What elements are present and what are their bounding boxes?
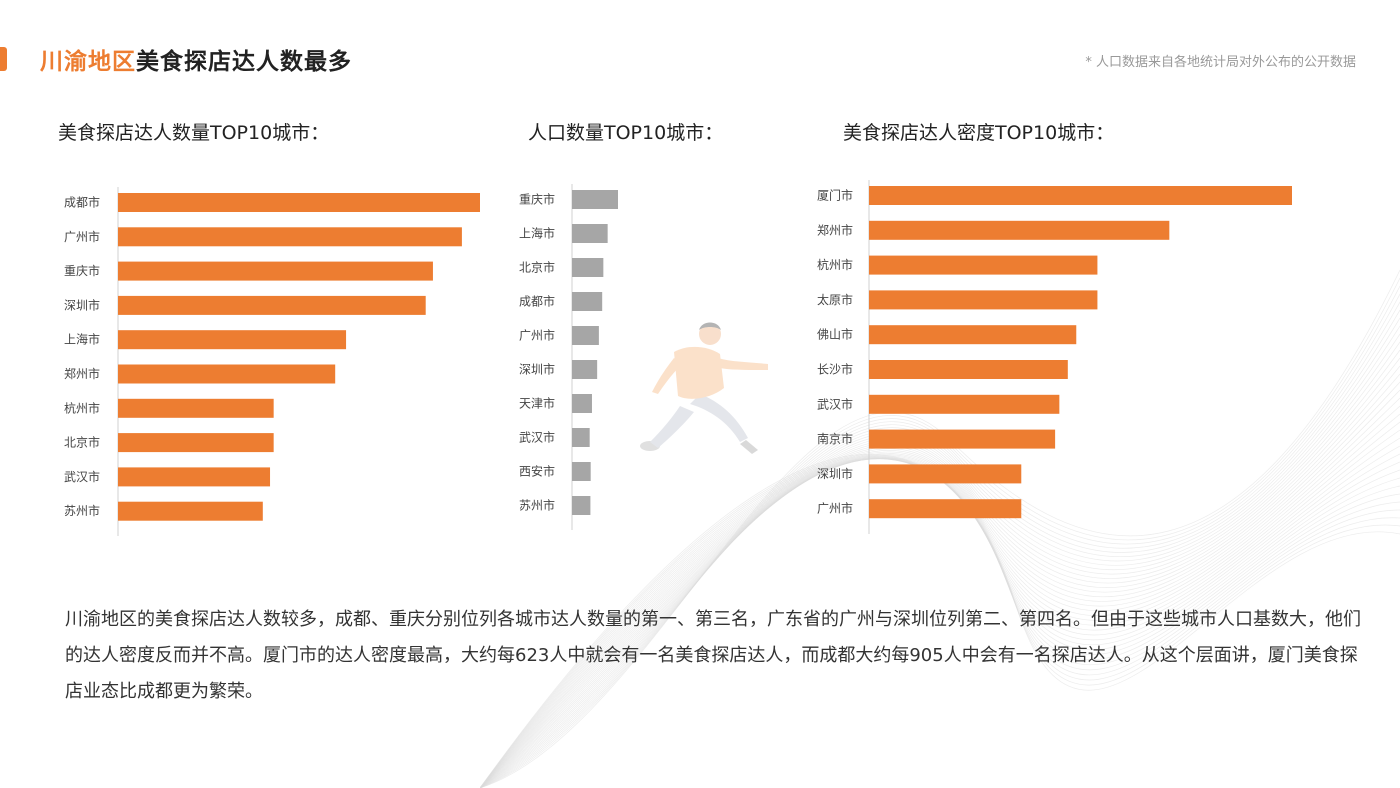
wave-line: [480, 365, 1400, 788]
wave-line: [480, 453, 1400, 788]
category-label-7: 武汉市: [817, 396, 853, 411]
bar-10: [869, 499, 1022, 519]
wave-line: [480, 455, 1400, 788]
category-label-2: 广州市: [64, 229, 100, 244]
category-label-8: 南京市: [817, 431, 853, 446]
wave-line: [480, 373, 1400, 788]
wave-line: [480, 317, 1400, 788]
bar-9: [118, 467, 271, 487]
wave-line: [480, 285, 1400, 788]
bar-7: [572, 394, 592, 413]
category-label-6: 郑州市: [64, 366, 100, 381]
bar-4: [572, 292, 603, 311]
category-label-2: 上海市: [519, 226, 555, 241]
category-label-9: 深圳市: [817, 466, 853, 481]
bar-3: [869, 255, 1098, 275]
chart-title-count: 美食探店达人数量TOP10城市：: [58, 122, 330, 144]
bar-3: [572, 258, 604, 277]
bar-8: [869, 429, 1056, 449]
category-label-5: 上海市: [64, 332, 100, 347]
category-label-1: 重庆市: [519, 192, 555, 207]
bar-7: [869, 394, 1060, 414]
bar-2: [572, 224, 608, 243]
bar-3: [118, 261, 433, 281]
category-label-10: 广州市: [817, 501, 853, 516]
category-label-4: 深圳市: [64, 297, 100, 312]
page-title-rest: 美食探店达人数最多: [136, 49, 352, 75]
page-title-highlight: 川渝地区: [40, 49, 136, 75]
bar-2: [118, 227, 462, 247]
category-label-9: 西安市: [519, 464, 555, 479]
category-label-3: 重庆市: [64, 263, 100, 278]
bar-4: [118, 295, 426, 315]
data-source-note: * 人口数据来自各地统计局对外公布的公开数据: [1085, 55, 1356, 70]
bar-6: [118, 364, 336, 384]
chart-title-density: 美食探店达人密度TOP10城市：: [843, 122, 1115, 144]
bar-10: [572, 496, 591, 515]
category-label-8: 武汉市: [519, 430, 555, 445]
bar-9: [869, 464, 1022, 484]
bar-8: [572, 428, 590, 447]
category-label-4: 成都市: [519, 294, 555, 309]
bar-4: [869, 290, 1098, 310]
bar-8: [118, 433, 274, 453]
category-label-10: 苏州市: [519, 498, 555, 513]
wave-line: [480, 293, 1400, 788]
category-label-10: 苏州市: [64, 503, 100, 518]
bar-10: [118, 501, 263, 521]
category-label-4: 太原市: [817, 292, 853, 307]
bar-5: [869, 325, 1077, 345]
running-person-illustration: [640, 322, 768, 454]
bar-2: [869, 220, 1170, 240]
wave-line: [480, 309, 1400, 788]
chart-title-population: 人口数量TOP10城市：: [528, 122, 724, 144]
category-label-8: 北京市: [64, 435, 100, 450]
wave-line: [480, 301, 1400, 788]
bar-5: [118, 330, 347, 350]
wave-line: [480, 357, 1400, 788]
bar-6: [869, 360, 1068, 379]
category-label-3: 杭州市: [817, 257, 853, 272]
category-label-7: 杭州市: [64, 400, 100, 415]
category-label-2: 郑州市: [817, 222, 853, 237]
category-label-5: 佛山市: [817, 327, 853, 342]
title-accent-bar: [0, 47, 7, 71]
bar-1: [572, 190, 618, 209]
bar-6: [572, 360, 598, 379]
bar-5: [572, 326, 599, 345]
category-label-1: 厦门市: [817, 188, 853, 203]
page-title: 川渝地区美食探店达人数最多: [40, 42, 352, 76]
category-label-3: 北京市: [519, 260, 555, 275]
category-label-6: 长沙市: [817, 362, 853, 377]
category-label-5: 广州市: [519, 328, 555, 343]
category-label-7: 天津市: [519, 396, 555, 411]
bar-7: [118, 398, 274, 418]
category-label-1: 成都市: [64, 195, 100, 210]
wave-line: [480, 413, 1400, 788]
bar-9: [572, 462, 591, 481]
bar-1: [869, 186, 1292, 205]
body-paragraph: 川渝地区的美食探店达人数较多，成都、重庆分别位列各城市达人数量的第一、第三名，广…: [65, 609, 1361, 702]
category-label-6: 深圳市: [519, 362, 555, 377]
category-label-9: 武汉市: [64, 469, 100, 484]
bar-1: [118, 193, 480, 212]
